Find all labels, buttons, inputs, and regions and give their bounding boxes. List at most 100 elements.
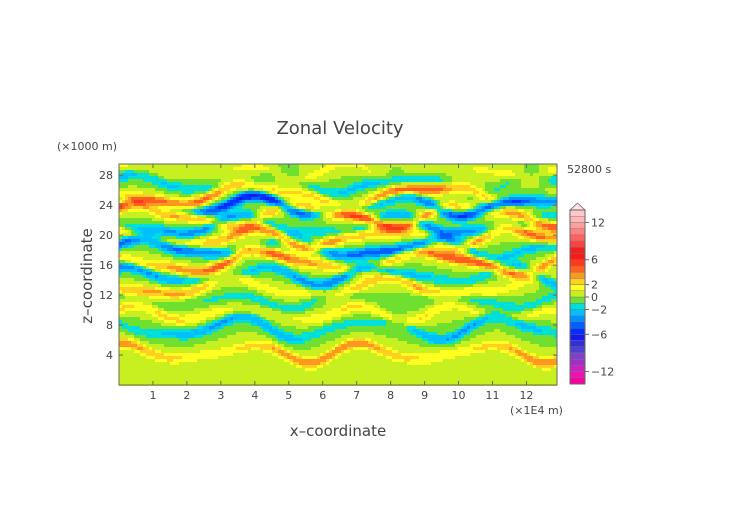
field-cell — [179, 194, 182, 197]
field-cell — [371, 260, 374, 263]
field-cell — [515, 245, 518, 248]
field-cell — [335, 185, 338, 188]
field-cell — [350, 242, 353, 245]
field-cell — [503, 164, 506, 167]
field-cell — [392, 257, 395, 260]
field-cell — [224, 221, 227, 224]
field-cell — [152, 254, 155, 257]
field-cell — [371, 176, 374, 179]
field-cell — [389, 257, 392, 260]
field-cell — [512, 167, 515, 170]
field-cell — [353, 218, 356, 221]
field-cell — [515, 227, 518, 230]
field-cell — [380, 209, 383, 212]
field-cell — [470, 218, 473, 221]
field-cell — [275, 233, 278, 236]
field-cell — [386, 230, 389, 233]
time-label: 52800 s — [567, 163, 611, 176]
field-cell — [239, 227, 242, 230]
field-cell — [341, 233, 344, 236]
field-cell — [278, 182, 281, 185]
field-cell — [425, 188, 428, 191]
field-cell — [260, 191, 263, 194]
field-cell — [554, 206, 557, 209]
field-cell — [269, 206, 272, 209]
field-cell — [155, 221, 158, 224]
field-cell — [305, 212, 308, 215]
field-cell — [317, 200, 320, 203]
field-cell — [254, 173, 257, 176]
field-cell — [416, 245, 419, 248]
field-cell — [296, 176, 299, 179]
field-cell — [428, 233, 431, 236]
field-cell — [434, 197, 437, 200]
field-cell — [365, 206, 368, 209]
field-cell — [308, 245, 311, 248]
field-cell — [326, 191, 329, 194]
field-cell — [428, 212, 431, 215]
field-cell — [263, 173, 266, 176]
field-cell — [428, 167, 431, 170]
field-cell — [353, 263, 356, 266]
field-cell — [494, 230, 497, 233]
field-cell — [350, 170, 353, 173]
field-cell — [317, 260, 320, 263]
field-cell — [401, 197, 404, 200]
field-cell — [311, 185, 314, 188]
field-cell — [260, 197, 263, 200]
field-cell — [365, 173, 368, 176]
field-cell — [413, 236, 416, 239]
field-cell — [263, 227, 266, 230]
field-cell — [377, 173, 380, 176]
field-cell — [344, 245, 347, 248]
field-cell — [317, 197, 320, 200]
field-cell — [485, 203, 488, 206]
field-cell — [464, 203, 467, 206]
field-cell — [515, 248, 518, 251]
field-cell — [497, 179, 500, 182]
field-cell — [506, 224, 509, 227]
field-cell — [233, 221, 236, 224]
field-cell — [407, 230, 410, 233]
field-cell — [332, 188, 335, 191]
field-cell — [497, 185, 500, 188]
field-cell — [131, 215, 134, 218]
field-cell — [161, 239, 164, 242]
field-cell — [389, 200, 392, 203]
field-cell — [374, 212, 377, 215]
field-cell — [296, 182, 299, 185]
field-cell — [410, 197, 413, 200]
field-cell — [317, 254, 320, 257]
field-cell — [314, 197, 317, 200]
field-cell — [482, 242, 485, 245]
field-cell — [284, 221, 287, 224]
field-cell — [335, 218, 338, 221]
field-cell — [410, 179, 413, 182]
field-cell — [170, 212, 173, 215]
field-cell — [272, 203, 275, 206]
field-cell — [344, 176, 347, 179]
field-cell — [422, 179, 425, 182]
field-cell — [125, 203, 128, 206]
field-cell — [287, 239, 290, 242]
field-cell — [446, 194, 449, 197]
field-cell — [548, 164, 551, 167]
field-cell — [206, 245, 209, 248]
field-cell — [347, 176, 350, 179]
field-cell — [542, 254, 545, 257]
field-cell — [374, 248, 377, 251]
field-cell — [248, 248, 251, 251]
field-cell — [254, 248, 257, 251]
field-cell — [401, 170, 404, 173]
field-cell — [515, 251, 518, 254]
field-cell — [152, 188, 155, 191]
field-cell — [308, 248, 311, 251]
field-cell — [377, 251, 380, 254]
field-cell — [140, 251, 143, 254]
field-cell — [320, 224, 323, 227]
field-cell — [191, 236, 194, 239]
field-cell — [458, 173, 461, 176]
field-cell — [308, 209, 311, 212]
field-cell — [170, 188, 173, 191]
field-cell — [401, 263, 404, 266]
